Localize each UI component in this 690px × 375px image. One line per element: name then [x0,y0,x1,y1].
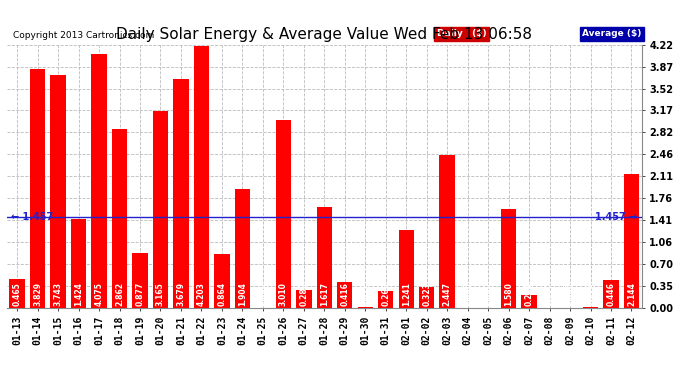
Text: 4.203: 4.203 [197,282,206,306]
Text: 0.000: 0.000 [484,282,493,306]
Text: 0.000: 0.000 [566,282,575,306]
Bar [378,291,393,308]
Bar [624,174,639,308]
Bar [173,79,188,308]
Bar [91,54,107,307]
Bar [357,307,373,308]
Text: 0.323: 0.323 [422,282,431,306]
Bar [152,111,168,308]
Text: 3.679: 3.679 [177,282,186,306]
Text: 3.165: 3.165 [156,282,165,306]
Bar [337,282,353,308]
Text: 0.416: 0.416 [340,282,349,306]
Bar [50,75,66,308]
Text: 3.010: 3.010 [279,282,288,306]
Text: 1.580: 1.580 [504,282,513,306]
Bar [501,209,516,308]
Text: Daily   ($): Daily ($) [437,30,486,39]
Bar [296,290,311,308]
Bar [603,280,619,308]
Text: 0.002: 0.002 [586,282,595,306]
Bar [194,46,209,308]
Bar [112,129,127,308]
Text: 1.457 →: 1.457 → [595,212,638,222]
Text: 3.743: 3.743 [54,282,63,306]
Bar [522,295,537,307]
Bar [276,120,291,308]
Bar [10,279,25,308]
Text: 0.012: 0.012 [361,282,370,306]
Text: 1.241: 1.241 [402,282,411,306]
Bar [419,287,435,308]
Text: Average ($): Average ($) [582,30,642,39]
Text: 0.000: 0.000 [258,282,267,306]
Text: 0.877: 0.877 [135,282,144,306]
Text: 2.447: 2.447 [443,282,452,306]
Text: 0.864: 0.864 [217,282,226,306]
Bar [132,253,148,308]
Text: 3.829: 3.829 [33,282,42,306]
Text: 1.424: 1.424 [74,282,83,306]
Text: 1.617: 1.617 [319,282,329,306]
Text: 0.266: 0.266 [382,282,391,306]
Bar [440,155,455,308]
Text: 4.075: 4.075 [95,282,103,306]
Text: 0.446: 0.446 [607,282,615,306]
Text: Copyright 2013 Cartronics.com: Copyright 2013 Cartronics.com [13,31,155,40]
Bar [235,189,250,308]
Bar [30,69,46,308]
Text: 1.904: 1.904 [238,282,247,306]
Text: 0.000: 0.000 [463,282,472,306]
Text: 2.144: 2.144 [627,282,636,306]
Text: 0.000: 0.000 [545,282,554,306]
Bar [399,230,414,308]
Text: ← 1.457: ← 1.457 [11,212,53,222]
Text: 2.862: 2.862 [115,282,124,306]
Text: 0.288: 0.288 [299,282,308,306]
Bar [214,254,230,308]
Bar [71,219,86,308]
Bar [317,207,332,308]
Title: Daily Solar Energy & Average Value Wed Feb 13 06:58: Daily Solar Energy & Average Value Wed F… [117,27,532,42]
Text: 0.204: 0.204 [524,282,533,306]
Text: 0.465: 0.465 [12,282,21,306]
